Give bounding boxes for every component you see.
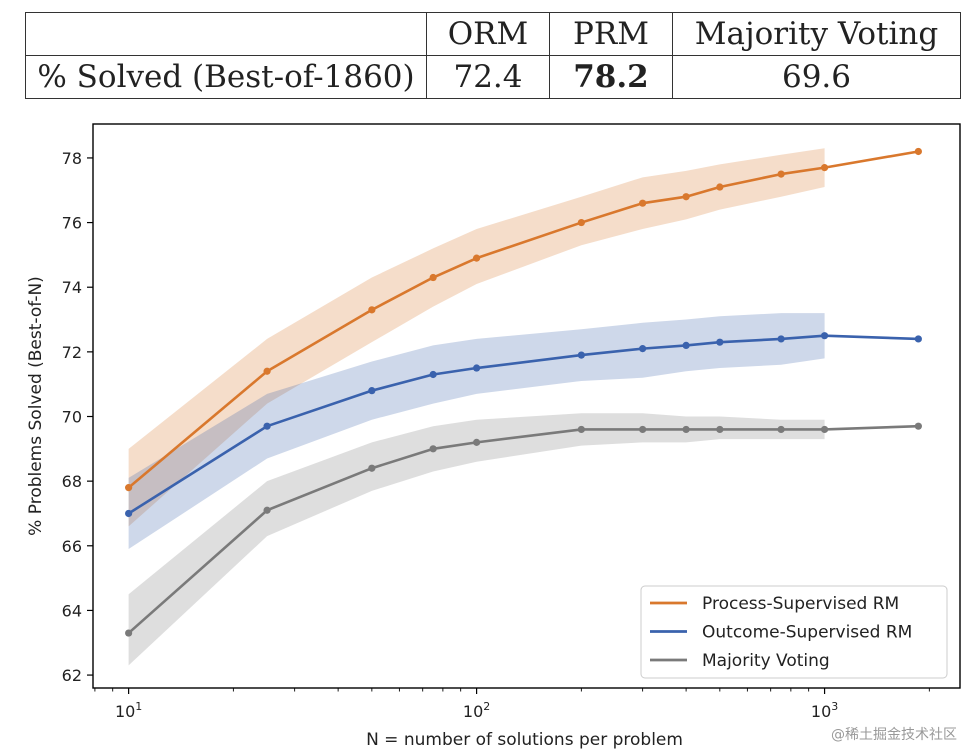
data-point <box>914 147 922 156</box>
data-point <box>820 164 829 172</box>
legend-label: Majority Voting <box>702 651 830 671</box>
y-tick-label: 78 <box>62 149 82 168</box>
data-point <box>577 351 585 359</box>
data-point <box>914 335 922 343</box>
data-point <box>639 345 647 353</box>
data-point <box>577 218 585 227</box>
legend-box <box>640 585 948 679</box>
table-header-majority-voting: Majority Voting <box>672 12 961 56</box>
y-tick-label: 62 <box>62 666 82 685</box>
plot-frame <box>92 123 961 689</box>
data-point <box>777 425 785 434</box>
data-point <box>263 506 271 514</box>
results-table: ORM PRM Majority Voting % Solved (Best-o… <box>25 12 961 99</box>
data-point <box>473 254 481 262</box>
data-point <box>368 306 376 314</box>
data-point <box>577 425 585 434</box>
legend-label: Outcome-Supervised RM <box>702 623 912 643</box>
x-tick-label: 101 <box>115 700 142 721</box>
y-tick-label: 74 <box>62 278 82 297</box>
series-line-1 <box>127 334 919 515</box>
data-point <box>682 425 690 434</box>
y-tick-label: 70 <box>62 408 82 427</box>
y-axis-label: % Problems Solved (Best-of-N) <box>26 276 46 536</box>
series-line-2 <box>127 424 919 635</box>
data-point <box>473 438 481 446</box>
legend-label: Process-Supervised RM <box>702 594 899 614</box>
data-point <box>682 341 690 349</box>
y-tick-label: 76 <box>62 214 82 233</box>
data-point <box>777 335 785 343</box>
y-tick-label: 68 <box>62 472 82 491</box>
confidence-band-1 <box>128 313 825 550</box>
data-point <box>263 367 271 375</box>
data-point <box>473 364 481 372</box>
data-point <box>125 629 133 637</box>
series-line-0 <box>127 150 919 489</box>
data-point <box>125 484 133 492</box>
y-tick-label: 66 <box>62 537 82 556</box>
legend: Process-Supervised RM Outcome-Supervised … <box>640 585 948 679</box>
data-point <box>639 425 647 434</box>
data-point <box>716 183 724 191</box>
data-point <box>429 273 437 282</box>
data-point <box>125 509 133 518</box>
data-point <box>716 425 724 434</box>
confidence-band-2 <box>128 413 825 666</box>
watermark: @稀土掘金技术社区 <box>831 727 957 743</box>
x-tick-label: 103 <box>811 700 838 721</box>
confidence-band-0 <box>128 148 825 527</box>
data-point <box>820 425 829 434</box>
x-axis-label: N = number of solutions per problem <box>366 730 683 750</box>
y-tick-label: 64 <box>62 601 82 620</box>
y-tick-label: 72 <box>62 343 82 362</box>
data-point <box>914 422 922 430</box>
data-point <box>263 422 271 430</box>
x-tick-label: 102 <box>463 700 490 721</box>
data-point <box>429 445 437 453</box>
data-point <box>682 193 690 201</box>
data-point <box>639 199 647 207</box>
table-row-label: % Solved (Best-of-1860) <box>25 55 427 99</box>
data-point <box>777 170 785 178</box>
table-cell-prm: 78.2 <box>549 55 673 99</box>
table-cell-orm: 72.4 <box>426 55 550 99</box>
data-point <box>429 370 437 379</box>
table-cell-majority-voting: 69.6 <box>672 55 961 99</box>
data-point <box>716 338 724 346</box>
data-point <box>820 332 829 340</box>
table-row: % Solved (Best-of-1860) 72.4 78.2 69.6 <box>25 55 961 99</box>
data-point <box>368 464 376 472</box>
data-point <box>368 387 376 395</box>
